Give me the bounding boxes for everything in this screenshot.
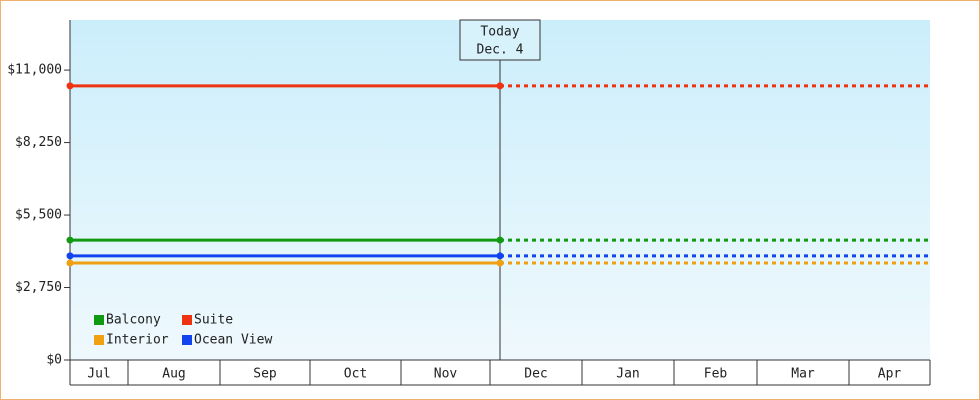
- y-tick-label: $0: [46, 353, 62, 368]
- x-tick-label: Sep: [253, 367, 277, 382]
- legend-swatch: [182, 335, 192, 345]
- point: [496, 236, 504, 244]
- y-tick-label: $2,750: [15, 280, 62, 295]
- point: [66, 259, 74, 267]
- x-tick-label: Nov: [434, 367, 458, 382]
- legend-label: Ocean View: [194, 333, 272, 348]
- x-tick-label: Jan: [616, 367, 639, 382]
- point: [496, 252, 504, 260]
- y-tick-label: $11,000: [7, 63, 62, 78]
- legend-label: Balcony: [106, 313, 161, 328]
- x-tick-label: Dec: [524, 367, 547, 382]
- legend-label: Suite: [194, 313, 233, 328]
- legend-swatch: [182, 315, 192, 325]
- today-title: Today: [480, 25, 519, 40]
- today-box: [459, 19, 541, 61]
- today-date: Dec. 4: [477, 43, 524, 58]
- legend-swatch: [94, 335, 104, 345]
- y-tick-label: $8,250: [15, 135, 62, 150]
- point: [496, 82, 504, 90]
- legend-swatch: [94, 315, 104, 325]
- point: [66, 252, 74, 260]
- point: [496, 259, 504, 267]
- x-tick-label: Jul: [87, 367, 110, 382]
- point: [66, 236, 74, 244]
- x-tick-label: Aug: [162, 367, 185, 382]
- x-tick-label: Feb: [704, 367, 728, 382]
- point: [66, 82, 74, 90]
- x-tick-label: Mar: [791, 367, 815, 382]
- x-tick-label: Oct: [344, 367, 367, 382]
- y-tick-label: $5,500: [15, 208, 62, 223]
- legend-label: Interior: [106, 333, 169, 348]
- x-tick-label: Apr: [878, 367, 902, 382]
